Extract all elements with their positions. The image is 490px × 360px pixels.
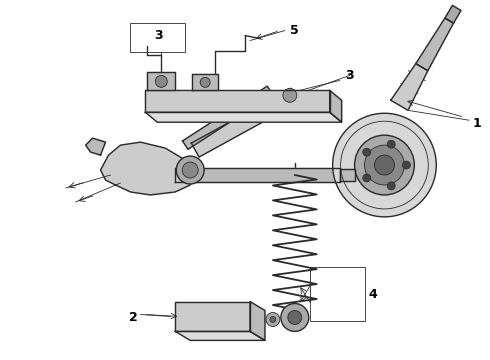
Circle shape	[387, 182, 395, 190]
Text: 5: 5	[291, 24, 299, 37]
Bar	[130, 23, 185, 53]
Polygon shape	[147, 72, 175, 90]
Text: 2: 2	[129, 311, 138, 324]
Circle shape	[266, 312, 280, 327]
Polygon shape	[183, 86, 272, 149]
Polygon shape	[250, 302, 265, 340]
Text: 4: 4	[368, 288, 377, 301]
Polygon shape	[192, 75, 218, 90]
Circle shape	[363, 148, 371, 156]
Circle shape	[182, 162, 198, 178]
Polygon shape	[340, 169, 355, 181]
Polygon shape	[175, 168, 340, 182]
Polygon shape	[175, 302, 250, 332]
Circle shape	[283, 88, 297, 102]
Polygon shape	[445, 5, 461, 23]
Bar	[310, 267, 365, 321]
Polygon shape	[391, 64, 428, 110]
Circle shape	[387, 140, 395, 148]
Circle shape	[176, 156, 204, 184]
Polygon shape	[100, 142, 195, 195]
Circle shape	[155, 75, 167, 87]
Circle shape	[270, 316, 276, 323]
Circle shape	[200, 77, 210, 87]
Circle shape	[333, 113, 436, 217]
Circle shape	[402, 161, 410, 169]
Polygon shape	[175, 332, 265, 340]
Circle shape	[288, 310, 302, 324]
Text: 3: 3	[345, 69, 354, 82]
Polygon shape	[146, 112, 342, 122]
Circle shape	[363, 174, 371, 182]
Circle shape	[355, 135, 415, 195]
Polygon shape	[146, 90, 330, 112]
Circle shape	[374, 155, 394, 175]
Circle shape	[365, 145, 404, 185]
Text: 3: 3	[154, 29, 163, 42]
Polygon shape	[192, 88, 298, 157]
Circle shape	[281, 303, 309, 332]
Text: 1: 1	[473, 117, 482, 130]
Polygon shape	[416, 18, 454, 71]
Polygon shape	[330, 90, 342, 122]
Polygon shape	[86, 138, 105, 155]
